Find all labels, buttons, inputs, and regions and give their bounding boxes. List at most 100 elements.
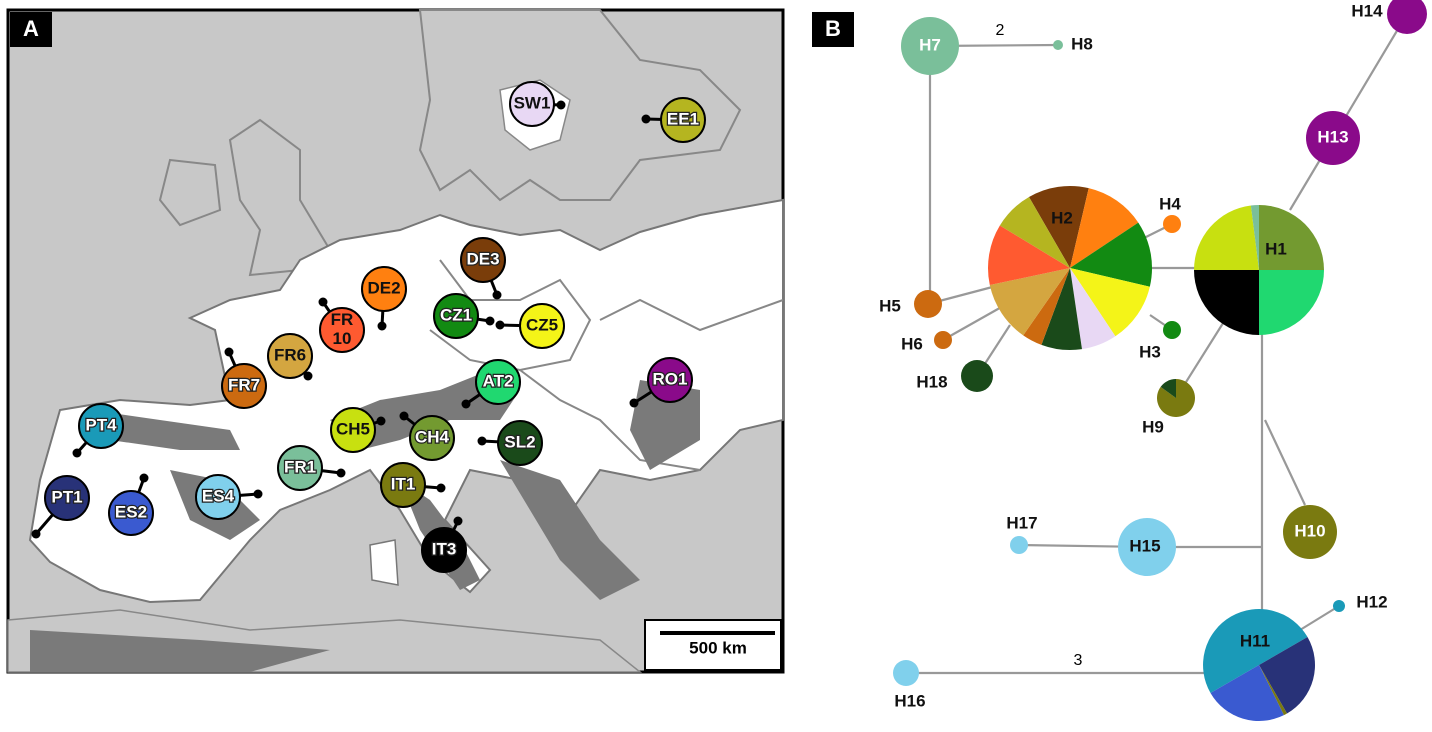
site-dot [139, 473, 149, 483]
edge-label: 2 [996, 22, 1005, 39]
population-site: FR1 [277, 445, 346, 491]
population-label: ES2 [115, 502, 147, 521]
site-dot [303, 371, 313, 381]
site-dot [72, 448, 82, 458]
haplotype-node: H17 [1006, 513, 1038, 554]
haplotype-node: H5 [879, 290, 942, 318]
population-label: CH5 [336, 419, 370, 438]
pie-slice [1070, 222, 1152, 287]
pie-slice [1041, 268, 1082, 350]
pie-slice [999, 196, 1070, 268]
haplotype-node: H16 [893, 660, 926, 710]
population-site: RO1 [629, 357, 693, 408]
population-site: FR 10 [318, 297, 365, 353]
pie-slice [1210, 665, 1284, 721]
haplotype-label: H16 [894, 691, 925, 710]
haplotype-circle [914, 290, 942, 318]
haplotype-label: H10 [1294, 521, 1325, 540]
haplotype-node: H12 [1333, 592, 1388, 612]
edge-label: 3 [1074, 652, 1083, 669]
haplotype-circle [901, 17, 959, 75]
population-site: IT3 [421, 516, 467, 573]
pie-slice [1203, 609, 1308, 693]
haplotype-label: H15 [1129, 536, 1160, 555]
site-dot [641, 114, 651, 124]
population-label: IT1 [391, 474, 416, 493]
pie-slice [1029, 186, 1089, 268]
population-label: SL2 [504, 432, 535, 451]
population-site: ES2 [108, 473, 154, 536]
population-site: FR7 [221, 347, 267, 409]
haplotype-node: H15 [1118, 518, 1176, 576]
population-circle [660, 97, 706, 143]
haplotype-node: H1 [1194, 205, 1324, 335]
haplotype-circle [1283, 505, 1337, 559]
haplotype-label: H12 [1356, 592, 1387, 611]
haplotype-label: H6 [901, 334, 923, 353]
haplotype-label: H1 [1265, 239, 1287, 258]
panel-tag [10, 12, 52, 47]
site-dot [377, 321, 387, 331]
haplotype-label: H13 [1317, 127, 1348, 146]
pie-slice [1259, 205, 1324, 270]
pie-slice [1023, 268, 1070, 345]
pie-slice [1070, 188, 1139, 268]
population-label: RO1 [653, 369, 688, 388]
population-site: SL2 [477, 420, 543, 466]
haplotype-label: H18 [916, 372, 947, 391]
panel-tag [812, 12, 854, 47]
population-label: PT4 [85, 415, 117, 434]
population-circle [221, 363, 267, 409]
haplotype-label: H2 [1051, 208, 1073, 227]
scale-label: 500 km [689, 638, 747, 657]
haplotype-node: H8 [1053, 34, 1093, 53]
population-site: CZ5 [495, 303, 565, 349]
population-circle [277, 445, 323, 491]
site-dot [461, 399, 471, 409]
population-label: ES4 [202, 486, 235, 505]
haplotype-node: H14 [1351, 0, 1427, 34]
site-dot [224, 347, 234, 357]
population-circle [78, 403, 124, 449]
pie-slice [1160, 379, 1176, 398]
population-circle [319, 307, 365, 353]
haplotype-label: H7 [919, 35, 941, 54]
population-circle [361, 266, 407, 312]
haplotype-node: H18 [916, 360, 993, 392]
population-label: SW1 [514, 93, 551, 112]
population-label: FR1 [284, 457, 316, 476]
haplotype-node: H4 [1159, 194, 1181, 233]
haplotype-label: H5 [879, 296, 901, 315]
population-label: PT1 [51, 487, 82, 506]
population-circle [195, 474, 241, 520]
haplotype-label: H4 [1159, 194, 1181, 213]
haplotype-label: H8 [1071, 34, 1093, 53]
population-label: EE1 [667, 109, 699, 128]
haplotype-circle [893, 660, 919, 686]
pie-slice [1259, 637, 1316, 714]
site-dot [336, 468, 346, 478]
population-label: AT2 [483, 371, 514, 390]
population-site: CH5 [330, 407, 386, 453]
population-site: SW1 [509, 81, 566, 127]
haplotype-node: H10 [1283, 505, 1337, 559]
population-circle [509, 81, 555, 127]
site-dot [495, 320, 505, 330]
population-circle [433, 293, 479, 339]
haplotype-circle [1387, 0, 1427, 34]
pie-slice [989, 268, 1070, 336]
site-dot [399, 411, 409, 421]
population-label: DE2 [367, 278, 400, 297]
haplotype-label: H14 [1351, 1, 1383, 20]
population-site: PT4 [72, 403, 124, 458]
haplotype-circle [961, 360, 993, 392]
population-label: CH4 [415, 427, 450, 446]
population-site: DE3 [460, 237, 506, 300]
site-dot [436, 483, 446, 493]
pie-slice [1250, 205, 1259, 270]
haplotype-circle [1053, 40, 1063, 50]
site-dot [318, 297, 328, 307]
population-circle [108, 490, 154, 536]
haplotype-circle [1010, 536, 1028, 554]
